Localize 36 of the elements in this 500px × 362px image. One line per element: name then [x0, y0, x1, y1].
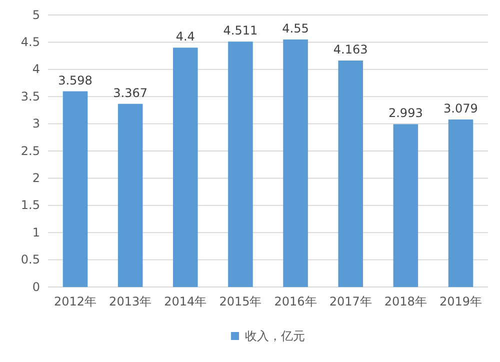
bar: [173, 48, 198, 287]
bar: [338, 60, 363, 287]
y-tick-label: 2.5: [20, 144, 40, 158]
y-tick-label: 0: [32, 280, 40, 294]
legend-label: 收入，亿元: [245, 329, 305, 343]
data-label: 4.163: [333, 42, 368, 57]
y-tick-label: 4.5: [20, 35, 40, 50]
y-tick-label: 3.5: [20, 89, 40, 104]
x-tick-label: 2015年: [219, 294, 262, 309]
bar: [283, 39, 308, 287]
data-label: 3.598: [58, 73, 92, 88]
y-tick-label: 0.5: [20, 252, 40, 267]
y-tick-label: 3: [32, 116, 40, 131]
bar: [448, 120, 474, 287]
data-label: 4.511: [223, 24, 258, 38]
x-tick-label: 2013年: [109, 294, 152, 309]
bar: [62, 91, 88, 287]
data-label: 2.993: [388, 106, 423, 120]
bar: [393, 124, 418, 287]
x-tick-label: 2016年: [274, 294, 317, 309]
y-tick-label: 4: [32, 62, 40, 76]
bar: [118, 104, 143, 287]
y-tick-label: 1.5: [20, 198, 40, 212]
data-label: 3.079: [444, 102, 478, 116]
y-tick-label: 2: [32, 171, 40, 186]
data-label: 4.4: [176, 30, 195, 44]
x-tick-label: 2017年: [329, 294, 372, 309]
x-tick-label: 2018年: [384, 294, 427, 309]
x-tick-label: 2014年: [164, 294, 207, 309]
data-label: 4.55: [282, 21, 309, 36]
bar: [228, 42, 253, 287]
x-tick-label: 2012年: [54, 294, 97, 309]
y-tick-label: 1: [32, 225, 40, 240]
x-tick-label: 2019年: [439, 294, 482, 309]
y-tick-label: 5: [32, 8, 40, 22]
data-label: 3.367: [113, 86, 148, 100]
